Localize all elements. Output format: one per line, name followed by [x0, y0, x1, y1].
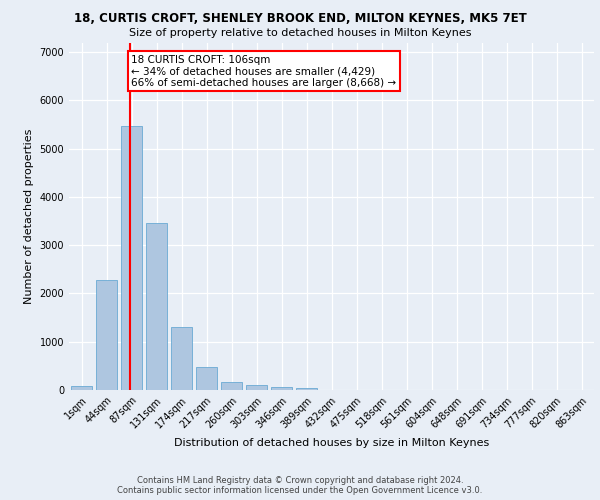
Bar [121, 126, 142, 390]
Bar [196, 368, 217, 390]
Bar [221, 382, 242, 390]
Bar [296, 388, 317, 390]
X-axis label: Distribution of detached houses by size in Milton Keynes: Distribution of detached houses by size … [174, 438, 489, 448]
Bar [146, 224, 167, 390]
Text: 18 CURTIS CROFT: 106sqm
← 34% of detached houses are smaller (4,429)
66% of semi: 18 CURTIS CROFT: 106sqm ← 34% of detache… [131, 54, 397, 88]
Bar [171, 327, 192, 390]
Bar [71, 386, 92, 390]
Text: Size of property relative to detached houses in Milton Keynes: Size of property relative to detached ho… [129, 28, 471, 38]
Bar [96, 280, 117, 390]
Text: Contains HM Land Registry data © Crown copyright and database right 2024.
Contai: Contains HM Land Registry data © Crown c… [118, 476, 482, 495]
Bar [246, 385, 267, 390]
Text: 18, CURTIS CROFT, SHENLEY BROOK END, MILTON KEYNES, MK5 7ET: 18, CURTIS CROFT, SHENLEY BROOK END, MIL… [74, 12, 526, 26]
Y-axis label: Number of detached properties: Number of detached properties [24, 128, 34, 304]
Bar [271, 388, 292, 390]
